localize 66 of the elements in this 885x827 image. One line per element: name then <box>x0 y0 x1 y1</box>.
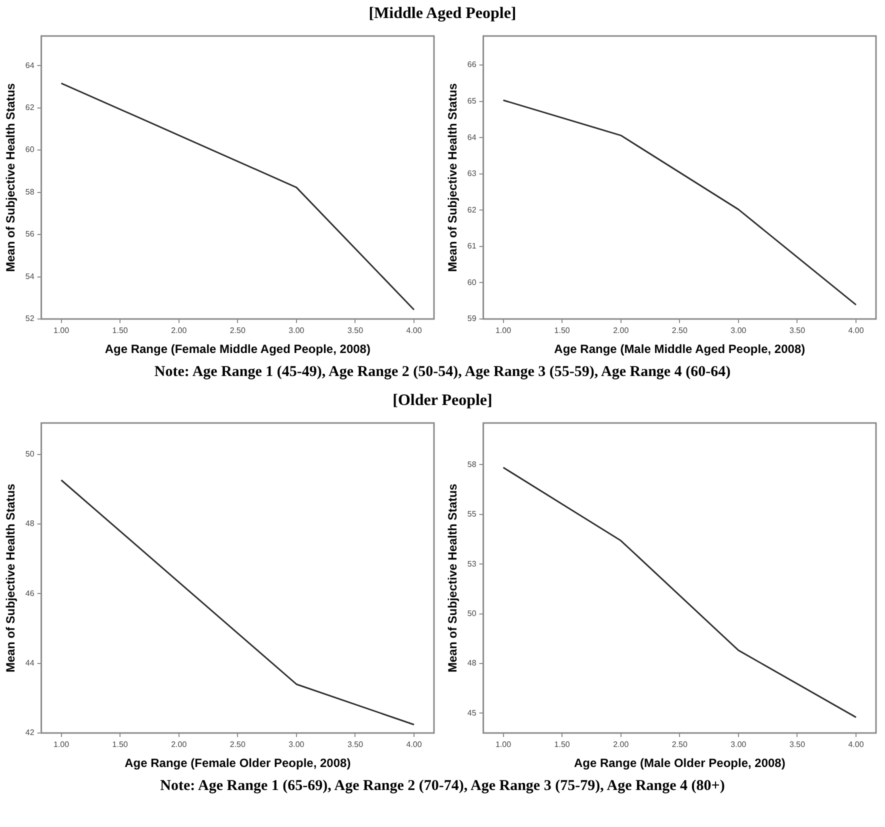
y-tick-label: 50 <box>25 450 35 459</box>
x-axis-title: Age Range (Female Middle Aged People, 2008) <box>104 342 370 356</box>
text: Note: Age Range 1 (45-49), Age Range 2 (50-54), Age Range 3 (55-59), Age Range 4 (60-64) <box>153 363 732 382</box>
x-tick-label: 3.50 <box>789 326 806 336</box>
y-tick-label: 52 <box>25 314 35 324</box>
y-tick-label: 58 <box>25 187 35 196</box>
y-axis-title: Mean of Subjective Health Status <box>446 82 460 272</box>
x-tick-label: 4.00 <box>848 326 864 336</box>
x-tick-label: 3.00 <box>288 740 305 750</box>
y-tick-label: 45 <box>467 708 477 718</box>
x-tick-label: 3.50 <box>347 740 364 750</box>
y-tick-label: 42 <box>25 728 35 738</box>
y-tick-label: 64 <box>467 132 477 142</box>
x-tick-label: 2.00 <box>613 326 630 336</box>
chart-title: [Older People] <box>392 391 494 411</box>
x-tick-label: 2.50 <box>230 740 246 750</box>
x-tick-label: 4.00 <box>406 740 422 750</box>
y-tick-label: 63 <box>467 169 477 178</box>
y-tick-label: 61 <box>467 242 477 251</box>
x-tick-label: 1.00 <box>495 740 512 750</box>
y-tick-label: 64 <box>25 60 35 70</box>
y-tick-label: 48 <box>25 519 35 528</box>
y-tick-label: 56 <box>25 230 35 239</box>
x-tick-label: 1.00 <box>495 326 512 336</box>
x-axis-title: Age Range (Female Older People, 2008) <box>124 756 351 770</box>
y-tick-label: 60 <box>25 145 35 154</box>
x-tick-label: 1.50 <box>112 326 128 336</box>
y-axis-title: Mean of Subjective Health Status <box>4 82 18 272</box>
x-tick-label: 2.00 <box>613 740 630 750</box>
y-tick-label: 66 <box>467 60 477 70</box>
x-tick-label: 3.50 <box>347 326 364 336</box>
y-axis-title: Mean of Subjective Health Status <box>446 483 460 672</box>
x-tick-label: 1.00 <box>53 326 70 336</box>
x-tick-label: 1.50 <box>554 740 570 750</box>
y-tick-label: 55 <box>467 510 477 519</box>
y-tick-label: 59 <box>467 314 477 324</box>
x-tick-label: 2.00 <box>171 740 188 750</box>
x-tick-label: 2.50 <box>672 326 688 336</box>
x-tick-label: 2.50 <box>230 326 246 336</box>
y-tick-label: 62 <box>467 205 477 214</box>
y-tick-label: 62 <box>25 103 35 112</box>
y-tick-label: 50 <box>467 608 477 618</box>
y-tick-label: 48 <box>467 658 477 668</box>
x-axis-title: Age Range (Male Older People, 2008) <box>574 756 786 770</box>
x-tick-label: 3.00 <box>288 326 305 336</box>
x-tick-label: 1.50 <box>112 740 128 750</box>
y-axis-title: Mean of Subjective Health Status <box>4 483 18 672</box>
y-tick-label: 44 <box>25 658 35 668</box>
x-tick-label: 2.50 <box>672 740 688 750</box>
y-tick-label: 53 <box>467 559 477 568</box>
x-tick-label: 3.00 <box>730 326 747 336</box>
x-tick-label: 1.00 <box>53 740 70 750</box>
y-tick-label: 60 <box>467 278 477 287</box>
y-tick-label: 46 <box>25 588 35 598</box>
chart-title: [Middle Aged People] <box>368 4 518 24</box>
x-tick-label: 3.00 <box>730 740 747 750</box>
x-tick-label: 3.50 <box>789 740 806 750</box>
y-tick-label: 54 <box>25 272 35 281</box>
x-tick-label: 4.00 <box>406 326 422 336</box>
x-axis-title: Age Range (Male Middle Aged People, 2008) <box>554 342 806 356</box>
x-tick-label: 2.00 <box>171 326 188 336</box>
x-tick-label: 1.50 <box>554 326 570 336</box>
text: Note: Age Range 1 (65-69), Age Range 2 (70-74), Age Range 3 (75-79), Age Range 4 (80+) <box>159 777 726 796</box>
y-tick-label: 65 <box>467 96 477 106</box>
y-tick-label: 58 <box>467 460 477 469</box>
x-tick-label: 4.00 <box>848 740 864 750</box>
